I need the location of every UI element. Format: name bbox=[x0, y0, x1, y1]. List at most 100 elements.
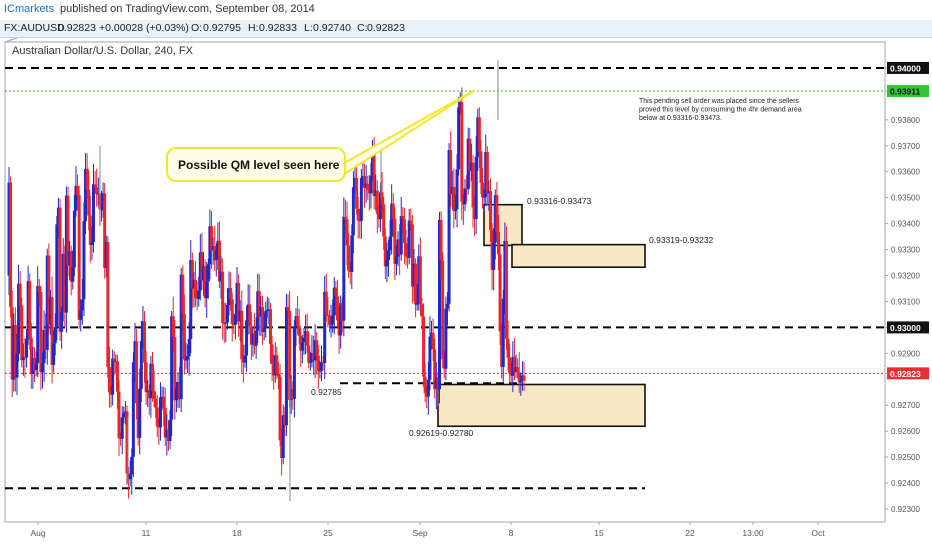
candle-body bbox=[13, 325, 17, 378]
candle-body bbox=[473, 207, 477, 219]
candle-body bbox=[347, 245, 351, 271]
candle-body bbox=[208, 226, 212, 265]
candle-body bbox=[259, 306, 263, 317]
candle-body bbox=[69, 251, 73, 282]
price-chart[interactable]: 0.93316-0.93473 0.93319-0.93232 0.92619-0.… bbox=[0, 38, 932, 550]
candle-body bbox=[33, 358, 37, 371]
published-text: published on TradingView.com, September … bbox=[60, 3, 315, 15]
candle-body bbox=[195, 297, 199, 299]
candle-body bbox=[414, 263, 418, 305]
candle-body bbox=[318, 370, 322, 372]
candle-body bbox=[216, 240, 220, 251]
candle-body bbox=[84, 168, 88, 222]
candle-body bbox=[18, 283, 22, 306]
candle-body bbox=[261, 306, 265, 332]
candle-body bbox=[189, 260, 193, 340]
candle-body bbox=[233, 314, 237, 325]
candle-body bbox=[165, 429, 169, 438]
candle-body bbox=[36, 286, 40, 364]
candle-body bbox=[112, 358, 116, 362]
candle-body bbox=[127, 473, 131, 480]
close-value: 0.92823 bbox=[367, 22, 405, 34]
candle-body bbox=[162, 396, 166, 408]
time-tick-label: Aug bbox=[30, 528, 45, 538]
candle-body bbox=[458, 102, 462, 108]
candle-body bbox=[307, 345, 311, 363]
candle-body bbox=[337, 320, 341, 336]
candle-body bbox=[184, 359, 188, 361]
price-tag-label: 0.92823 bbox=[890, 369, 921, 379]
candle-body bbox=[412, 263, 416, 287]
candle-body bbox=[332, 287, 336, 316]
candle-body bbox=[315, 340, 319, 356]
candle-body bbox=[410, 224, 414, 287]
candle-body bbox=[15, 353, 19, 378]
candle-body bbox=[29, 337, 33, 374]
candle-body bbox=[257, 291, 261, 317]
candle-body bbox=[21, 357, 25, 361]
candle-body bbox=[418, 256, 422, 305]
candle-body bbox=[109, 392, 113, 395]
candle-body bbox=[23, 357, 27, 359]
candle-body bbox=[512, 356, 516, 373]
price-tick-label: 0.93800 bbox=[891, 116, 920, 125]
candle-body bbox=[299, 335, 303, 351]
chart-title: Australian Dollar/U.S. Dollar, 240, FX bbox=[12, 45, 194, 57]
candle-body bbox=[433, 349, 437, 390]
candle-body bbox=[77, 194, 81, 320]
candle-body bbox=[203, 266, 207, 299]
candle-body bbox=[82, 221, 86, 300]
candle-body bbox=[477, 117, 481, 152]
candle-body bbox=[79, 310, 83, 320]
candle-body bbox=[76, 185, 80, 195]
candle-body bbox=[393, 218, 397, 264]
candle-body bbox=[34, 363, 38, 371]
candle-body bbox=[240, 310, 244, 360]
quote-bar: FX:AUDUSD 0.92823 +0.00028 (+0.03%) O: 0… bbox=[0, 20, 932, 38]
demand-zone bbox=[437, 383, 646, 428]
high-label: H: bbox=[248, 22, 259, 34]
candle-body bbox=[289, 389, 293, 400]
candle-body bbox=[157, 426, 161, 428]
candle-body bbox=[154, 398, 158, 408]
candle-body bbox=[90, 241, 94, 245]
candle-body bbox=[380, 192, 384, 205]
candle-body bbox=[453, 209, 457, 211]
candle-body bbox=[431, 332, 435, 350]
candle-body bbox=[372, 151, 376, 197]
candle-body bbox=[385, 260, 389, 267]
candle-body bbox=[202, 266, 206, 281]
candle-body bbox=[466, 138, 470, 190]
candle-body bbox=[125, 411, 129, 474]
candle-body bbox=[339, 303, 343, 336]
candle-body bbox=[52, 343, 56, 365]
candle-body bbox=[243, 355, 247, 363]
candle-body bbox=[356, 208, 360, 221]
candle-body bbox=[468, 138, 472, 171]
candle-body bbox=[492, 242, 496, 270]
candle-body bbox=[517, 372, 521, 383]
candle-body bbox=[123, 411, 127, 413]
candle-body bbox=[399, 215, 403, 255]
candle-body bbox=[133, 341, 137, 363]
candle-body bbox=[256, 291, 260, 331]
brand-name[interactable]: ICmarkets bbox=[4, 3, 55, 15]
time-tick-label: 25 bbox=[323, 528, 333, 538]
candle-body bbox=[104, 241, 108, 268]
candle-body bbox=[217, 240, 221, 282]
candle-body bbox=[224, 322, 228, 324]
price-tick-label: 0.92700 bbox=[891, 401, 920, 410]
candle-body bbox=[264, 310, 268, 328]
candle-body bbox=[85, 168, 89, 190]
candle-body bbox=[495, 195, 499, 233]
candle-body bbox=[313, 340, 317, 361]
candle-body bbox=[442, 359, 446, 369]
candle-body bbox=[253, 333, 257, 346]
candle-body bbox=[302, 337, 306, 343]
candle-body bbox=[484, 152, 488, 197]
candle-body bbox=[383, 236, 387, 267]
candle-body bbox=[353, 178, 357, 188]
candle-body bbox=[305, 331, 309, 346]
candle-body bbox=[434, 377, 438, 390]
candle-body bbox=[99, 209, 103, 211]
